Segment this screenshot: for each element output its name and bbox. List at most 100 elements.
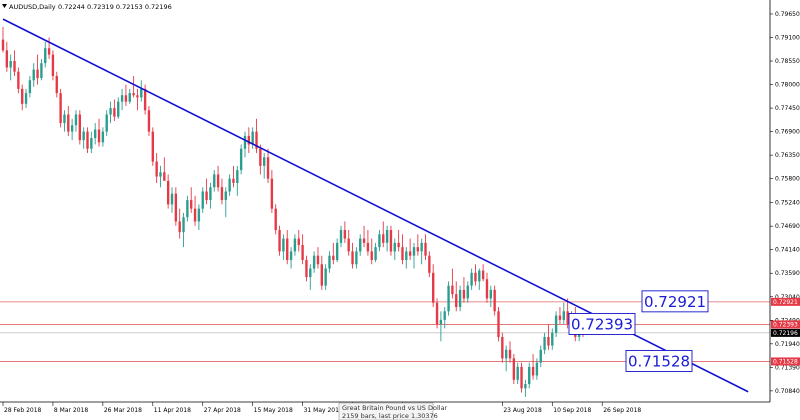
candle-body	[374, 247, 377, 260]
candle-body	[178, 221, 181, 233]
candle	[332, 242, 335, 265]
candle-body	[201, 191, 204, 209]
candle	[90, 131, 93, 154]
candle-body	[105, 114, 108, 132]
candle	[362, 225, 366, 248]
candle-body	[70, 125, 74, 132]
candle-body	[197, 208, 201, 222]
candle-body	[21, 88, 24, 104]
candle-body	[63, 114, 66, 124]
candle	[24, 88, 28, 109]
level-callout: 0.72393	[568, 312, 636, 335]
candle	[105, 110, 108, 136]
candle-body	[17, 71, 20, 89]
candle	[504, 345, 508, 372]
candle-body	[251, 131, 254, 145]
candle	[531, 354, 535, 380]
y-tick-label: 0.70840	[775, 388, 800, 395]
candle	[274, 204, 277, 235]
candle-body	[263, 157, 266, 166]
candle-body	[520, 366, 523, 389]
candle-body	[93, 129, 97, 139]
candle-body	[40, 63, 43, 79]
candle	[159, 165, 162, 188]
level-callout-box	[641, 290, 709, 313]
candle	[470, 268, 473, 290]
candle	[458, 285, 462, 312]
candle-body	[470, 272, 473, 286]
candle	[435, 298, 439, 329]
candle	[182, 212, 185, 248]
y-tick-label: 0.76350	[775, 152, 800, 159]
candle-body	[143, 88, 147, 111]
candle-body	[117, 101, 120, 117]
symbol-tooltip: Great Britain Pound vs US Dollar 2159 ba…	[338, 402, 448, 420]
candle	[339, 225, 343, 248]
candle	[82, 127, 85, 149]
level-price-tag	[771, 320, 800, 329]
candle	[286, 230, 289, 265]
y-tick-label: 0.73590	[775, 270, 800, 277]
candle-body	[485, 279, 489, 299]
candle-body	[243, 135, 247, 149]
dropdown-triangle-icon[interactable]	[2, 4, 7, 8]
current-price-tag-label: 0.72196	[773, 330, 798, 337]
y-tick-label: 0.75800	[775, 176, 800, 183]
candle	[343, 221, 347, 243]
candle-body	[255, 131, 258, 149]
candle-body	[355, 251, 358, 265]
candle-body	[382, 234, 385, 243]
candle	[174, 187, 178, 226]
candle-body	[501, 336, 504, 359]
candle-body	[359, 238, 362, 252]
candle	[193, 195, 197, 226]
candle	[28, 76, 32, 98]
candle	[86, 127, 89, 154]
candle	[36, 54, 39, 85]
x-tick-label: 11 Apr 2018	[154, 407, 191, 414]
candle-body	[159, 172, 162, 177]
level-price-tag-label: 0.71528	[773, 358, 798, 365]
candle	[378, 230, 381, 252]
candle	[232, 165, 235, 188]
candle-body	[293, 238, 297, 252]
candle	[535, 358, 539, 380]
candle	[412, 242, 416, 269]
candle	[462, 277, 466, 303]
candle-body	[232, 178, 235, 183]
candle-body	[466, 285, 469, 299]
candle	[485, 272, 489, 303]
candle-body	[566, 311, 569, 325]
candle-body	[274, 208, 277, 231]
candle	[63, 110, 66, 132]
candle	[397, 230, 400, 252]
candle-body	[124, 95, 128, 102]
candle	[424, 234, 427, 260]
candle	[562, 302, 565, 325]
candle	[51, 50, 55, 81]
candle	[497, 307, 500, 342]
candle	[255, 118, 258, 154]
y-tick-label: 0.73040	[775, 294, 800, 301]
candle	[393, 238, 396, 260]
candle-body	[220, 187, 224, 201]
candle	[170, 187, 174, 213]
candle	[551, 328, 554, 350]
candle-body	[428, 255, 431, 273]
candle-body	[504, 349, 508, 359]
candle	[136, 88, 139, 111]
tooltip-line-2: 2159 bars, last price 1.30376	[342, 412, 438, 420]
candle-body	[524, 384, 527, 389]
candle-body	[347, 238, 350, 252]
candle	[455, 281, 458, 312]
candle	[355, 247, 358, 269]
candle	[259, 144, 262, 175]
candle	[5, 41, 9, 72]
candle	[443, 307, 446, 329]
candle-body	[266, 157, 270, 179]
candle-body	[324, 268, 327, 286]
candle-body	[128, 93, 131, 102]
tooltip-line-1: Great Britain Pound vs US Dollar	[342, 404, 448, 412]
candle-body	[312, 255, 316, 269]
